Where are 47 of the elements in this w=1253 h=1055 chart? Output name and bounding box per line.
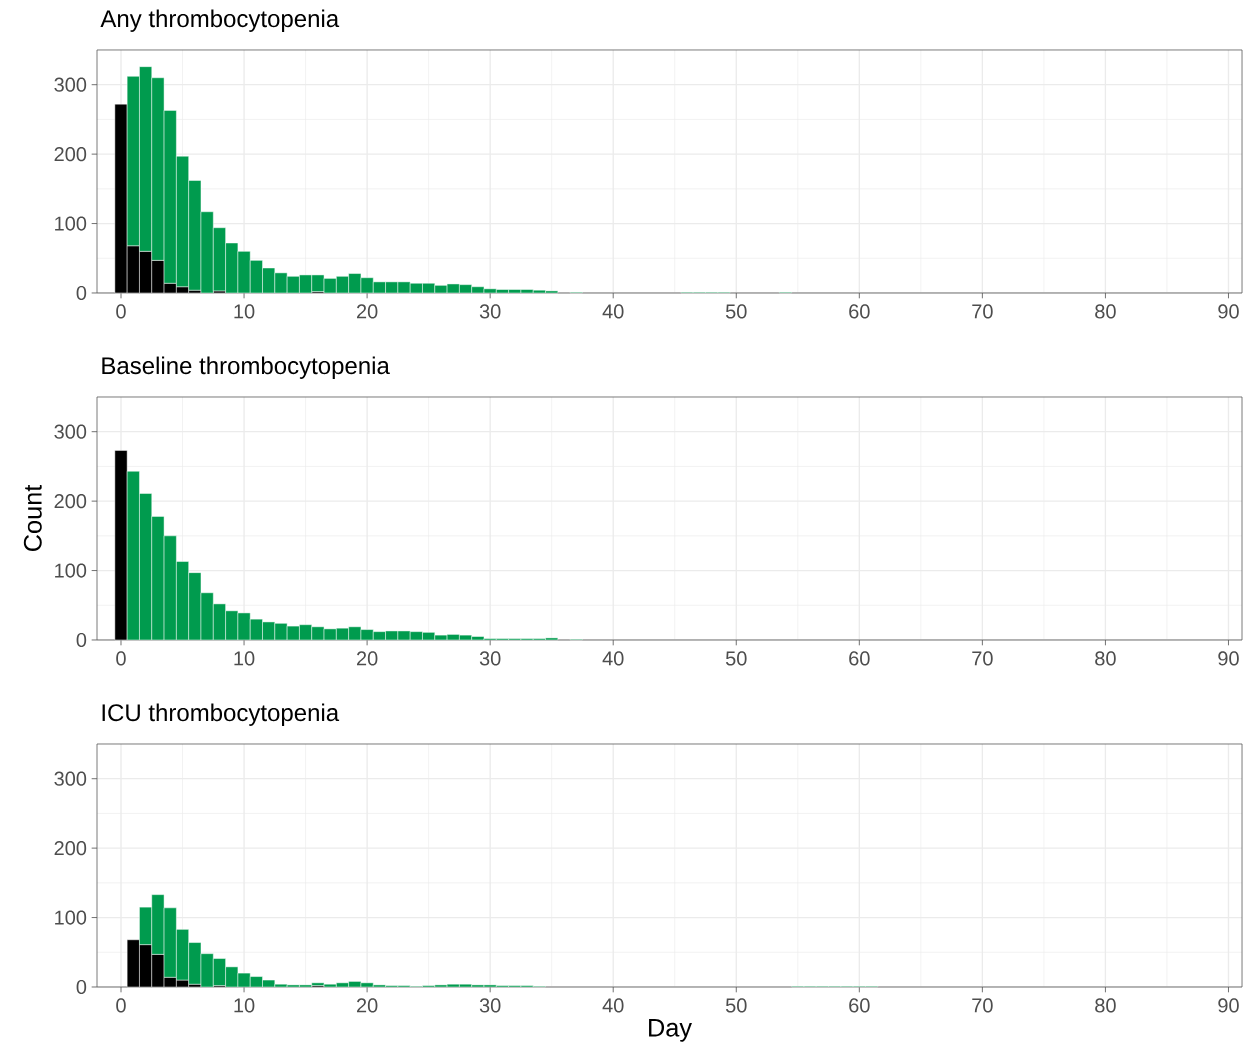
y-tick-label: 300 <box>54 771 87 786</box>
x-tick-label: 20 <box>356 304 378 319</box>
y-tick-label: 100 <box>55 910 87 925</box>
x-tick-label: 10 <box>234 998 255 1013</box>
x-tick-label: 10 <box>234 651 255 666</box>
x-tick-label: 0 <box>116 998 126 1013</box>
y-tick-label: 200 <box>54 147 87 162</box>
y-tick-label: 0 <box>76 979 87 995</box>
x-tick-label: 80 <box>1095 998 1116 1013</box>
x-tick-label: 40 <box>602 651 624 666</box>
x-tick-label: 70 <box>972 651 993 666</box>
x-tick-label: 50 <box>725 304 747 319</box>
x-tick-label: 90 <box>1218 304 1239 319</box>
x-tick-label: 40 <box>602 998 624 1013</box>
x-tick-label: 70 <box>972 998 993 1013</box>
y-tick-label: 100 <box>55 563 87 578</box>
y-axis-title: Count <box>23 484 42 552</box>
x-tick-label: 0 <box>116 304 126 319</box>
x-tick-label: 40 <box>602 304 624 319</box>
y-tick-label: 200 <box>54 841 87 856</box>
x-tick-label: 60 <box>849 998 870 1013</box>
y-tick-label: 0 <box>76 632 87 648</box>
chart-title: Baseline thrombocytopenia <box>102 356 390 379</box>
x-tick-label: 10 <box>234 304 255 319</box>
x-tick-label: 60 <box>849 304 870 319</box>
x-tick-label: 60 <box>849 651 870 666</box>
x-tick-label: 30 <box>479 304 501 319</box>
x-tick-label: 90 <box>1218 651 1239 666</box>
chart-title: ICU thrombocytopenia <box>102 703 340 726</box>
y-tick-label: 300 <box>54 424 87 439</box>
x-tick-label: 30 <box>479 651 501 666</box>
x-axis-title: Day <box>649 1019 692 1042</box>
x-tick-label: 80 <box>1095 651 1116 666</box>
x-tick-label: 50 <box>725 998 747 1013</box>
x-tick-label: 70 <box>972 304 993 319</box>
x-tick-label: 0 <box>116 651 126 666</box>
y-tick-label: 100 <box>55 216 87 231</box>
y-tick-label: 300 <box>54 77 87 92</box>
y-tick-label: 0 <box>76 285 87 301</box>
x-tick-label: 90 <box>1218 998 1239 1013</box>
x-tick-label: 20 <box>356 651 378 666</box>
chart-title: Any thrombocytopenia <box>100 9 340 32</box>
y-tick-label: 200 <box>54 494 87 509</box>
x-tick-label: 20 <box>356 998 378 1013</box>
x-tick-label: 50 <box>725 651 747 666</box>
x-tick-label: 80 <box>1095 304 1116 319</box>
x-tick-label: 30 <box>479 998 501 1013</box>
